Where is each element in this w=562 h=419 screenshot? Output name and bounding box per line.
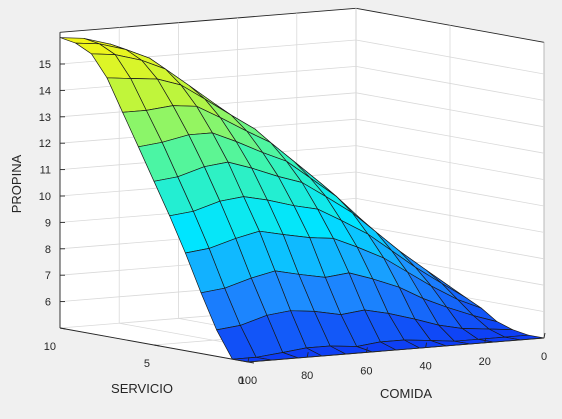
- x-tick-label: 0: [541, 351, 547, 363]
- y-axis-label: SERVICIO: [111, 381, 173, 396]
- z-tick-label: 10: [39, 191, 51, 203]
- x-axis-label: COMIDA: [380, 386, 432, 401]
- z-tick-label: 8: [45, 244, 51, 256]
- z-tick-label: 13: [39, 112, 51, 124]
- y-tick-label: 5: [144, 358, 150, 370]
- z-tick-label: 9: [45, 217, 51, 229]
- z-tick-label: 7: [45, 270, 51, 282]
- x-tick-label: 60: [360, 365, 372, 377]
- z-axis-label: PROPINA: [9, 154, 24, 213]
- x-tick-label: 40: [419, 361, 431, 373]
- z-tick-label: 6: [45, 297, 51, 309]
- z-tick-label: 12: [39, 138, 51, 150]
- y-tick-label: 10: [44, 341, 56, 353]
- x-tick-label: 80: [301, 370, 313, 382]
- x-tick-label: 20: [479, 356, 491, 368]
- y-tick-label: 0: [238, 375, 244, 387]
- z-tick-label: 14: [39, 85, 51, 97]
- z-tick-label: 15: [39, 59, 51, 71]
- z-tick-label: 11: [40, 165, 51, 177]
